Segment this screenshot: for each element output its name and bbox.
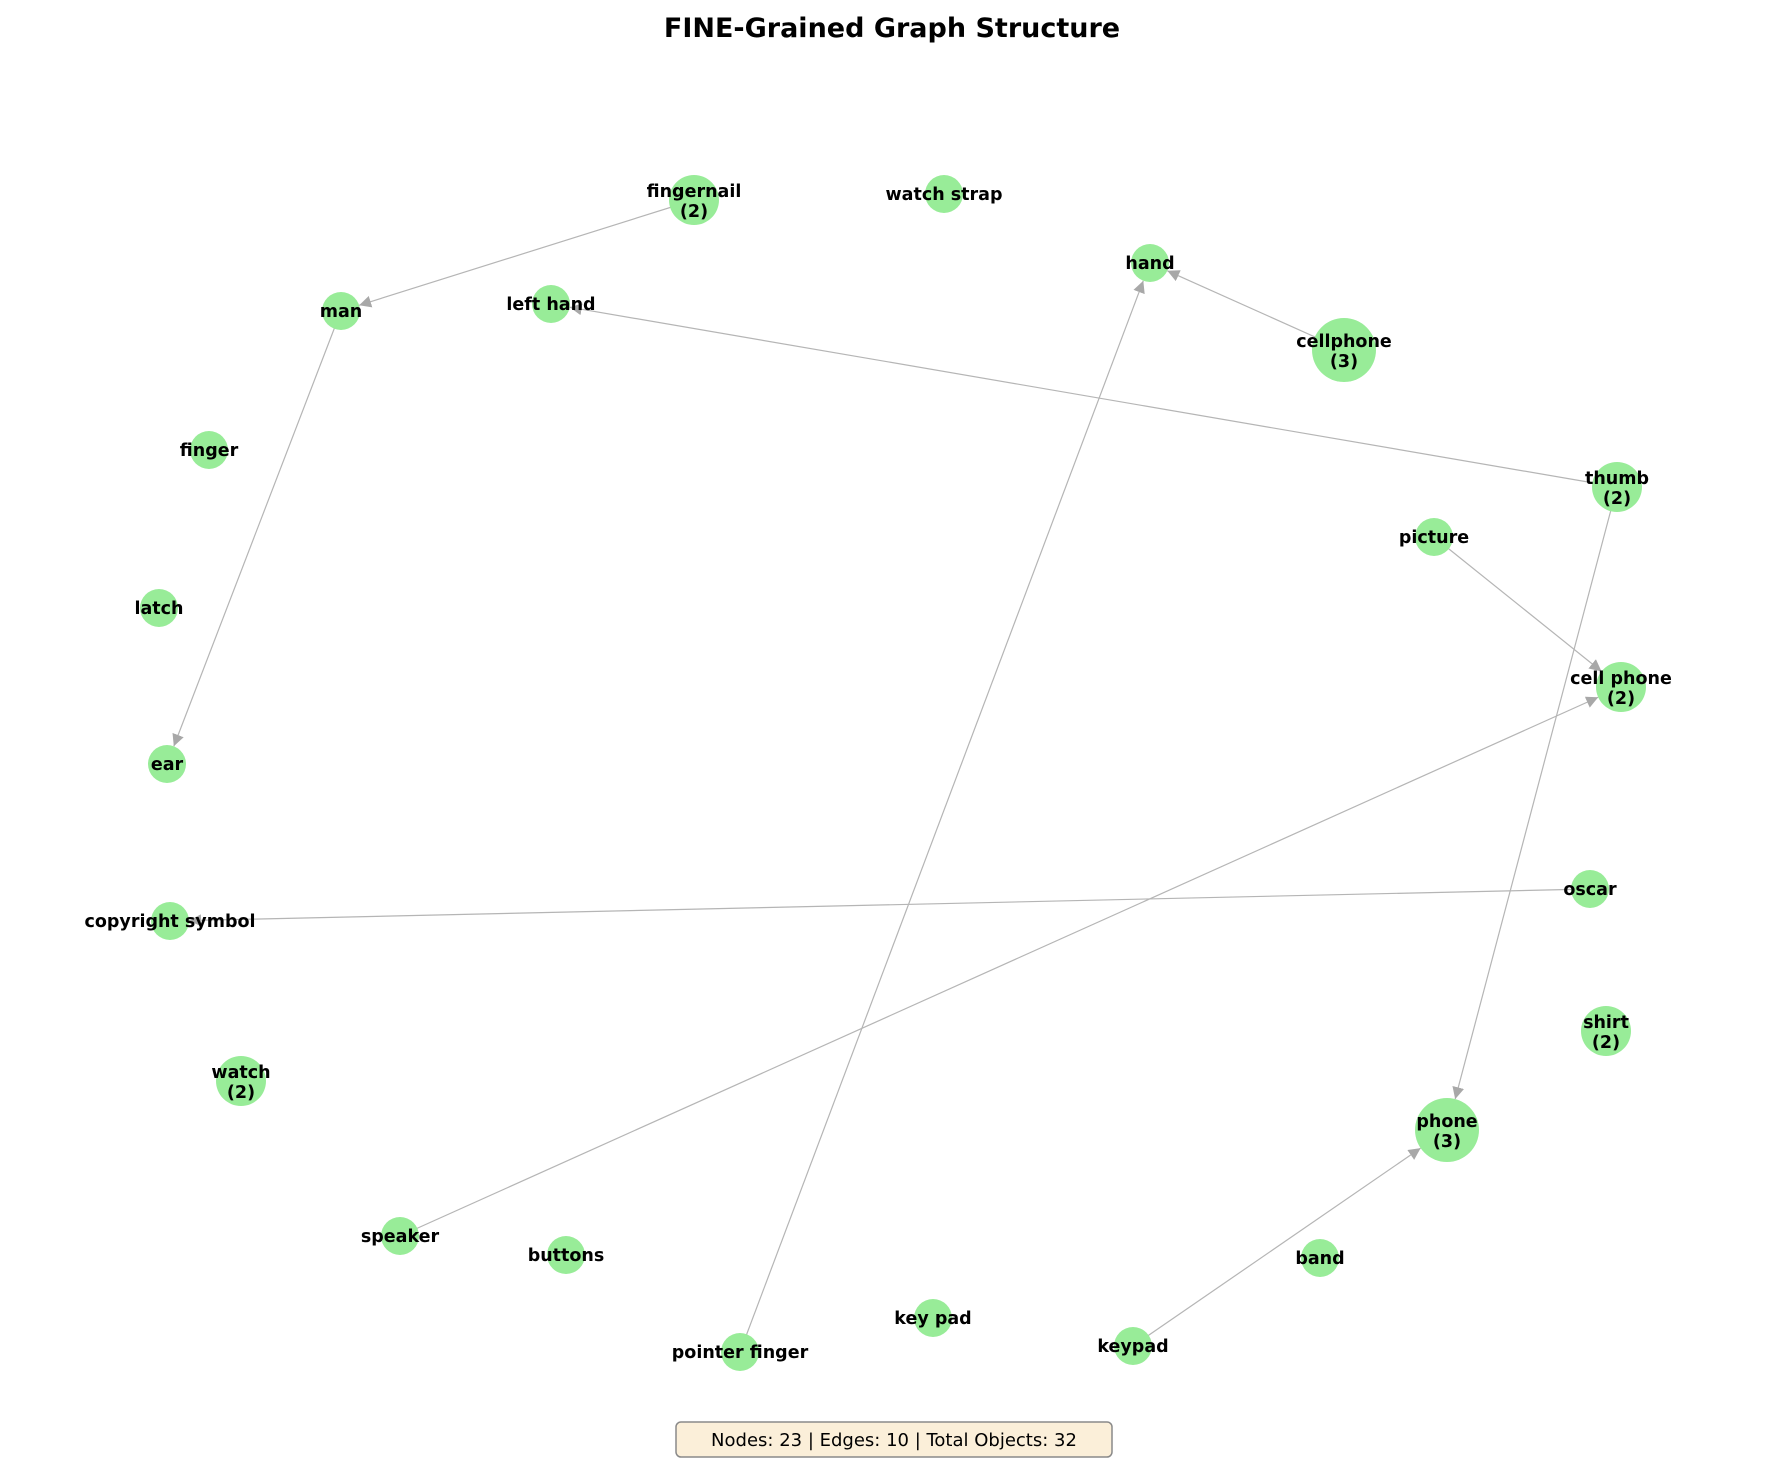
node-label-hand: hand <box>1125 254 1174 274</box>
node-label-cellphone: cellphone (3) <box>1296 332 1392 372</box>
node-label-buttons: buttons <box>528 1246 605 1266</box>
node-pointer-finger <box>721 1333 759 1371</box>
node-watch <box>216 1056 266 1106</box>
node-label-band: band <box>1295 1249 1344 1269</box>
node-copyright-symbol <box>151 902 189 940</box>
edge-speaker-to-cell_phone <box>399 696 1599 1237</box>
edge-cellphone-to-hand <box>1167 270 1345 351</box>
node-cellphone <box>1312 318 1376 382</box>
node-key-pad <box>914 1299 952 1337</box>
node-speaker <box>381 1217 419 1255</box>
node-label-key-pad: key pad <box>894 1309 971 1329</box>
node-thumb <box>1592 462 1642 512</box>
node-label-fingernail: fingernail (2) <box>647 182 742 222</box>
node-label-watch: watch (2) <box>211 1063 270 1103</box>
node-cell-phone <box>1596 662 1646 712</box>
stats-text: Nodes: 23 | Edges: 10 | Total Objects: 3… <box>711 1430 1077 1451</box>
node-label-pointer-finger: pointer finger <box>672 1343 809 1363</box>
node-label-oscar: oscar <box>1563 880 1617 900</box>
node-buttons <box>547 1236 585 1274</box>
node-fingernail <box>669 175 719 225</box>
node-label-shirt: shirt (2) <box>1583 1013 1629 1053</box>
edge-thumb-to-left_hand <box>569 303 1618 488</box>
node-label-thumb: thumb (2) <box>1585 469 1649 509</box>
edge-oscar-to-copyright_symbol <box>188 888 1591 927</box>
edge-fingernail-to-man <box>358 199 695 308</box>
node-picture <box>1415 518 1453 556</box>
node-label-finger: finger <box>180 441 239 461</box>
node-watch-strap <box>925 175 963 213</box>
node-label-latch: latch <box>134 599 183 619</box>
node-ear <box>148 745 186 783</box>
node-label-left-hand: left hand <box>506 295 595 315</box>
edges-layer <box>172 199 1618 1353</box>
node-shirt <box>1581 1006 1631 1056</box>
node-band <box>1301 1239 1339 1277</box>
node-label-keypad: keypad <box>1097 1337 1168 1357</box>
node-latch <box>140 589 178 627</box>
node-left-hand <box>532 285 570 323</box>
labels-layer: fingernail (2) watch strap hand man left hand… <box>84 182 1671 1363</box>
nodes-layer <box>140 175 1646 1371</box>
stats-box: Nodes: 23 | Edges: 10 | Total Objects: 3… <box>675 1421 1113 1458</box>
node-finger <box>190 431 228 469</box>
node-label-cell-phone: cell phone (2) <box>1570 669 1672 709</box>
node-label-phone: phone (3) <box>1416 1112 1477 1152</box>
node-man <box>322 292 360 330</box>
node-phone <box>1415 1098 1479 1162</box>
node-label-watch-strap: watch strap <box>885 185 1002 205</box>
graph-title: FINE-Grained Graph Structure <box>664 13 1120 44</box>
node-keypad <box>1114 1327 1152 1365</box>
edge-pointer_finger-to-hand <box>739 280 1145 1353</box>
node-oscar <box>1571 870 1609 908</box>
node-label-picture: picture <box>1399 528 1469 548</box>
edge-man-to-ear <box>172 310 342 747</box>
node-label-copyright-symbol: copyright symbol <box>84 912 255 932</box>
edge-picture-to-cell_phone <box>1433 536 1602 672</box>
edge-keypad-to-phone <box>1132 1147 1421 1347</box>
node-label-ear: ear <box>151 755 184 775</box>
node-hand <box>1131 244 1169 282</box>
node-label-speaker: speaker <box>361 1227 440 1247</box>
edge-thumb-to-phone <box>1452 486 1618 1100</box>
node-label-man: man <box>320 302 363 322</box>
